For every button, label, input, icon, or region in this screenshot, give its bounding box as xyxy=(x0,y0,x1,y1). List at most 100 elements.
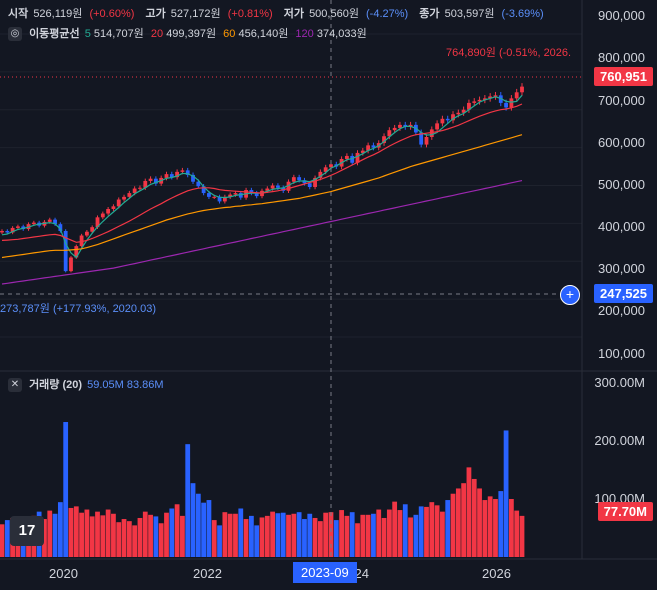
candle-body xyxy=(106,208,111,214)
volume-bar xyxy=(243,519,249,557)
low-annotation: 273,787원 (+177.93%, 2020.03) xyxy=(0,303,156,315)
candle-body xyxy=(392,127,397,131)
candle-body xyxy=(387,130,392,137)
volume-bar xyxy=(339,510,344,557)
candle-body xyxy=(58,224,63,231)
candle-body xyxy=(138,187,142,189)
ma120-line xyxy=(1,180,523,285)
volume-bar xyxy=(47,510,53,557)
ma-label: 이동평균선 xyxy=(29,28,80,40)
volume-bar xyxy=(126,521,132,557)
volume-value-1: 59.05M xyxy=(87,379,124,391)
volume-bar xyxy=(211,520,217,557)
candle-body xyxy=(69,257,73,272)
volume-bar xyxy=(328,512,334,557)
visibility-icon[interactable]: ◎ xyxy=(8,27,22,42)
close-label: 종가 xyxy=(419,8,440,20)
candle-body xyxy=(122,196,126,200)
volume-bar xyxy=(100,515,106,557)
candle-body xyxy=(16,226,20,228)
volume-bar xyxy=(307,513,313,557)
candle-body xyxy=(313,177,317,188)
candle-body xyxy=(509,98,514,108)
high-value: 527,172원 xyxy=(170,8,221,20)
price-tick: 500,000 xyxy=(598,177,645,192)
candle-body xyxy=(488,96,493,99)
volume-bar xyxy=(217,525,222,557)
volume-value-2: 83.86M xyxy=(126,379,164,391)
candle-body xyxy=(0,230,4,233)
volume-bar xyxy=(365,514,371,557)
close-icon[interactable]: ✕ xyxy=(8,378,22,393)
ma120-value: 374,033원 xyxy=(316,28,367,40)
volume-bar xyxy=(477,488,482,557)
close-change: (-3.69%) xyxy=(501,8,544,20)
tradingview-logo[interactable]: 17 xyxy=(10,516,44,546)
volume-bar xyxy=(79,512,84,557)
candle-body xyxy=(238,193,243,198)
volume-bar xyxy=(450,493,456,557)
volume-bar xyxy=(105,509,111,557)
candle-body xyxy=(297,177,302,181)
open-label: 시작 xyxy=(8,8,29,20)
ma60-value: 456,140원 xyxy=(238,28,289,40)
candle-body xyxy=(164,174,169,178)
open-change: (+0.60%) xyxy=(89,8,135,20)
volume-bar xyxy=(227,513,233,557)
volume-bar xyxy=(121,519,127,557)
last-volume-label: 77.70M xyxy=(597,502,653,521)
volume-bar xyxy=(296,512,302,557)
ma5-period: 5 xyxy=(84,28,91,40)
volume-bar xyxy=(233,513,238,557)
volume-bar xyxy=(434,505,440,557)
volume-bar xyxy=(73,506,79,557)
candle-body xyxy=(424,137,429,145)
candle-body xyxy=(5,230,10,233)
low-value: 500,560원 xyxy=(309,8,359,20)
candle-body xyxy=(366,145,371,151)
volume-bar xyxy=(317,521,323,557)
candle-body xyxy=(222,196,227,202)
candle-body xyxy=(360,150,365,153)
volume-bar xyxy=(397,510,403,557)
ma120-period: 120 xyxy=(295,28,314,40)
candle-body xyxy=(201,186,206,194)
volume-bar xyxy=(402,504,408,557)
close-value: 503,597원 xyxy=(444,8,495,20)
price-tick: 200,000 xyxy=(598,303,645,318)
candle-body xyxy=(143,180,148,188)
candle-body xyxy=(228,194,233,197)
candle-body xyxy=(302,180,307,184)
crosshair-time-label: 2023-09 xyxy=(293,562,357,583)
volume-legend[interactable]: ✕ 거래량 (20) 59.05M 83.86M xyxy=(8,376,164,393)
volume-bar xyxy=(466,467,472,557)
candle-body xyxy=(451,114,455,121)
ma60-period: 60 xyxy=(223,28,236,40)
volume-bar xyxy=(355,523,360,557)
volume-bar xyxy=(42,519,47,557)
volume-bar xyxy=(514,510,520,557)
volume-bar xyxy=(95,511,100,557)
candle-body xyxy=(63,230,68,272)
candle-body xyxy=(307,183,312,188)
candle-body xyxy=(116,199,121,207)
ma-legend[interactable]: ◎ 이동평균선 5 514,707원 20 499,397원 60 456,14… xyxy=(8,25,371,42)
volume-bar xyxy=(349,512,355,557)
candle-body xyxy=(79,235,84,247)
candle-body xyxy=(398,124,402,128)
candle-body xyxy=(169,174,174,178)
candle-body xyxy=(445,118,450,121)
candle-body xyxy=(74,246,79,258)
candle-body xyxy=(498,95,503,103)
candle-body xyxy=(350,155,355,163)
candle-body xyxy=(217,196,222,202)
candle-body xyxy=(196,181,201,187)
candle-body xyxy=(382,136,386,144)
add-alert-button[interactable]: + xyxy=(560,285,580,305)
volume-bar xyxy=(185,444,191,557)
volume-tick: 300.00M xyxy=(594,375,645,390)
candle-body xyxy=(440,118,445,124)
candle-body xyxy=(286,181,291,191)
volume-bar xyxy=(68,507,74,557)
